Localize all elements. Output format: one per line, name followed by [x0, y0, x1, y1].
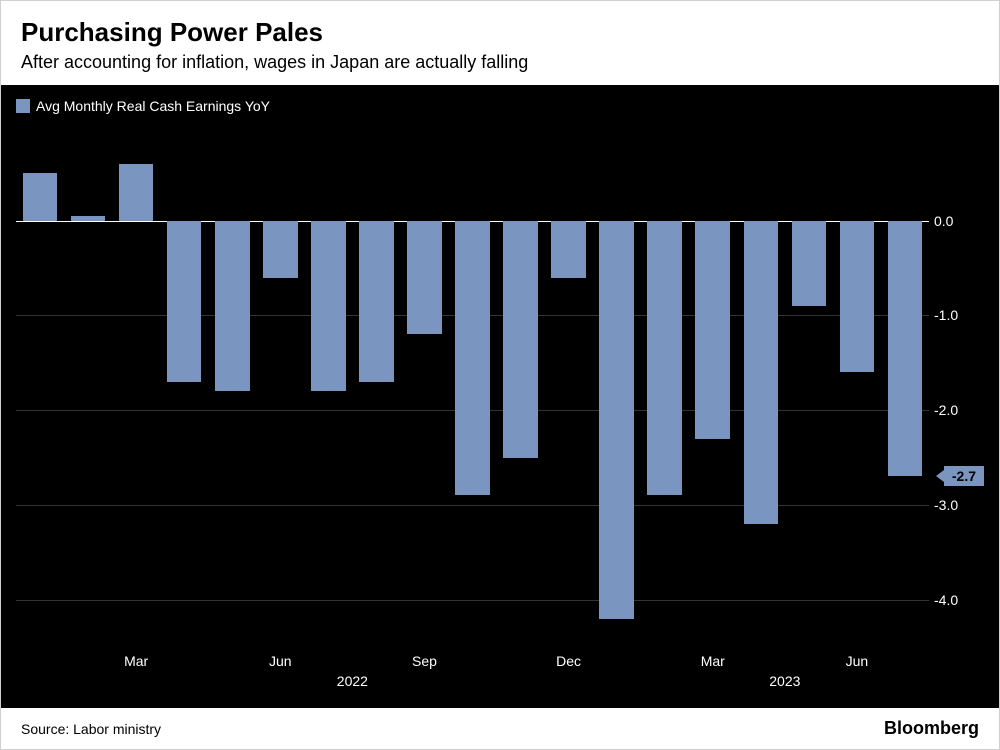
bar [167, 221, 202, 382]
legend: Avg Monthly Real Cash Earnings YoY [16, 98, 270, 114]
chart-subtitle: After accounting for inflation, wages in… [21, 52, 979, 73]
bar [599, 221, 634, 619]
bar [215, 221, 250, 392]
legend-label: Avg Monthly Real Cash Earnings YoY [36, 98, 270, 114]
x-tick-month: Dec [556, 653, 581, 669]
x-tick-month: Mar [124, 653, 148, 669]
y-tick-label: -2.0 [934, 402, 984, 418]
chart-title: Purchasing Power Pales [21, 17, 979, 48]
bar [359, 221, 394, 382]
bar [888, 221, 923, 477]
source-text: Source: Labor ministry [21, 721, 161, 737]
bar [792, 221, 827, 306]
x-tick-month: Jun [269, 653, 292, 669]
brand-text: Bloomberg [884, 718, 979, 739]
gridline [16, 600, 929, 601]
bar [503, 221, 538, 458]
legend-swatch [16, 99, 30, 113]
x-tick-year: 2023 [769, 673, 800, 689]
bar [263, 221, 298, 278]
y-tick-label: -3.0 [934, 497, 984, 513]
bar [840, 221, 875, 373]
bar [71, 216, 106, 221]
bar [311, 221, 346, 392]
chart-area: Avg Monthly Real Cash Earnings YoY 0.0-1… [1, 86, 999, 707]
y-tick-label: -1.0 [934, 307, 984, 323]
x-tick-month: Mar [701, 653, 725, 669]
x-tick-month: Sep [412, 653, 437, 669]
bar [551, 221, 586, 278]
gridline [16, 505, 929, 506]
y-tick-label: 0.0 [934, 213, 984, 229]
x-tick-year: 2022 [337, 673, 368, 689]
bar [744, 221, 779, 524]
value-callout: -2.7 [944, 466, 984, 486]
bar [407, 221, 442, 335]
bar [119, 164, 154, 221]
bar [455, 221, 490, 496]
chart-footer: Source: Labor ministry Bloomberg [1, 707, 999, 749]
chart-container: Purchasing Power Pales After accounting … [0, 0, 1000, 750]
x-tick-month: Jun [846, 653, 869, 669]
y-tick-label: -4.0 [934, 592, 984, 608]
chart-header: Purchasing Power Pales After accounting … [1, 1, 999, 86]
bar [695, 221, 730, 439]
bar [23, 173, 58, 220]
plot-region: 0.0-1.0-2.0-3.0-4.0-2.7MarJunSepDecMarJu… [16, 126, 929, 647]
bar [647, 221, 682, 496]
